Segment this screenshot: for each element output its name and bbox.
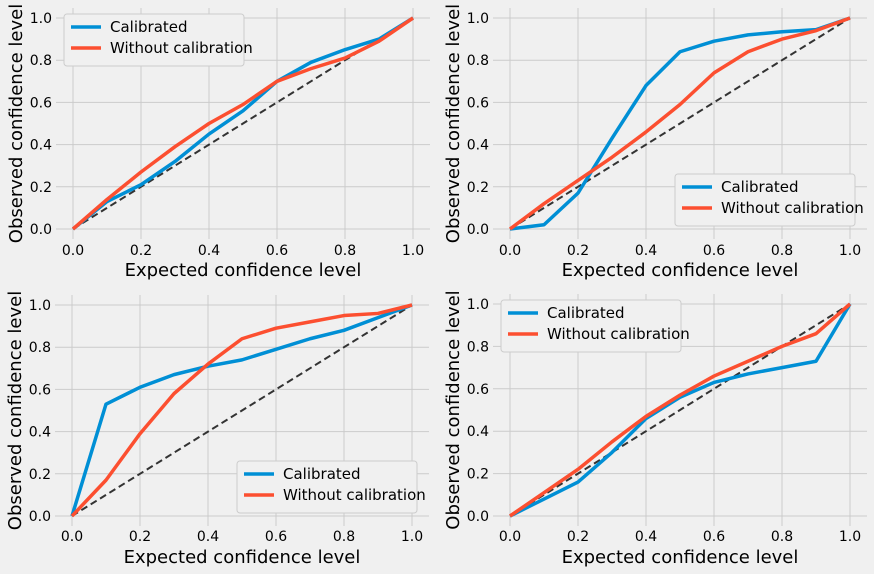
x-tick-label: 0.6 (266, 243, 288, 259)
legend-label: Without calibration (110, 39, 253, 57)
subplot-2: 0.0 0.2 0.4 0.6 0.8 1.0 0.0 0.2 0.4 0.6 0.8 1.0 Expe… (443, 4, 867, 281)
x-axis-label: Expected confidence level (125, 260, 362, 281)
y-axis-label: Observed confidence level (443, 290, 464, 529)
y-tick-label: 0.4 (29, 425, 51, 441)
x-tick-label: 0.0 (62, 243, 84, 259)
x-tick-label: 0.8 (333, 529, 355, 545)
x-tick-label: 0.0 (499, 243, 521, 259)
x-tick-label: 1.0 (839, 529, 861, 545)
x-tick-label: 0.2 (567, 243, 589, 259)
y-axis-label: Observed confidence level (443, 4, 464, 243)
y-tick-label: 0.0 (29, 509, 51, 525)
subplot-1: 0.0 0.2 0.4 0.6 0.8 1.0 0.0 0.2 0.4 0.6 0.8 1.0 Expe… (6, 4, 430, 281)
y-tick-label: 0.2 (29, 467, 51, 483)
x-tick-label: 0.2 (130, 243, 152, 259)
x-tick-label: 0.8 (771, 529, 793, 545)
x-axis-label: Expected confidence level (562, 547, 799, 568)
y-tick-label: 0.0 (467, 509, 489, 525)
x-tick-label: 0.6 (265, 529, 287, 545)
y-tick-label: 1.0 (29, 298, 51, 314)
y-tick-label: 0.2 (30, 180, 52, 196)
y-tick-label: 0.8 (29, 340, 51, 356)
subplot-3: 0.0 0.2 0.4 0.6 0.8 1.0 0.0 0.2 0.4 0.6 0.8 1.0 Expe… (5, 291, 429, 568)
y-tick-label: 0.8 (30, 53, 52, 69)
y-tick-label: 0.0 (30, 222, 52, 238)
y-tick-label: 0.0 (467, 222, 489, 238)
y-tick-label: 0.6 (467, 382, 489, 398)
x-axis-label: Expected confidence level (124, 547, 361, 568)
x-tick-label: 0.6 (703, 529, 725, 545)
y-tick-label: 0.2 (467, 467, 489, 483)
x-tick-label: 1.0 (839, 243, 861, 259)
legend: Calibrated Without calibration (674, 173, 864, 227)
y-tick-label: 0.6 (29, 382, 51, 398)
y-tick-label: 0.8 (467, 53, 489, 69)
x-tick-label: 0.4 (635, 529, 657, 545)
subplot-4: 0.0 0.2 0.4 0.6 0.8 1.0 0.0 0.2 0.4 0.6 0.8 1.0 Expe… (443, 290, 867, 568)
legend: Calibrated Without calibration (236, 460, 426, 514)
x-tick-label: 1.0 (401, 529, 423, 545)
y-tick-label: 1.0 (467, 11, 489, 27)
y-tick-label: 1.0 (467, 297, 489, 313)
y-axis-label: Observed confidence level (6, 4, 27, 243)
legend-frame (500, 299, 682, 353)
legend-label: Without calibration (283, 486, 426, 504)
x-tick-label: 0.8 (334, 243, 356, 259)
y-tick-label: 0.4 (467, 138, 489, 154)
y-tick-label: 0.4 (467, 424, 489, 440)
y-tick-label: 0.6 (467, 95, 489, 111)
y-tick-label: 0.6 (30, 95, 52, 111)
x-tick-label: 0.4 (198, 243, 220, 259)
y-tick-label: 1.0 (30, 11, 52, 27)
legend: Calibrated Without calibration (63, 13, 253, 67)
y-tick-label: 0.4 (30, 138, 52, 154)
x-tick-label: 0.0 (499, 529, 521, 545)
legend-frame (236, 460, 418, 514)
x-tick-label: 0.2 (129, 529, 151, 545)
x-tick-label: 0.4 (197, 529, 219, 545)
legend-frame (63, 13, 245, 67)
legend-label: Calibrated (283, 465, 361, 483)
x-tick-label: 0.8 (771, 243, 793, 259)
legend-label: Without calibration (721, 199, 864, 217)
legend-label: Calibrated (110, 18, 188, 36)
y-tick-label: 0.2 (467, 180, 489, 196)
y-axis-label: Observed confidence level (5, 291, 26, 530)
x-axis-label: Expected confidence level (562, 260, 799, 281)
x-tick-label: 0.6 (703, 243, 725, 259)
legend-label: Calibrated (547, 304, 625, 322)
legend: Calibrated Without calibration (500, 299, 690, 353)
legend-frame (674, 173, 856, 227)
legend-label: Calibrated (721, 178, 799, 196)
legend-label: Without calibration (547, 325, 690, 343)
x-tick-label: 0.2 (567, 529, 589, 545)
x-tick-label: 0.4 (635, 243, 657, 259)
x-tick-label: 1.0 (402, 243, 424, 259)
x-tick-label: 0.0 (61, 529, 83, 545)
y-tick-label: 0.8 (467, 339, 489, 355)
